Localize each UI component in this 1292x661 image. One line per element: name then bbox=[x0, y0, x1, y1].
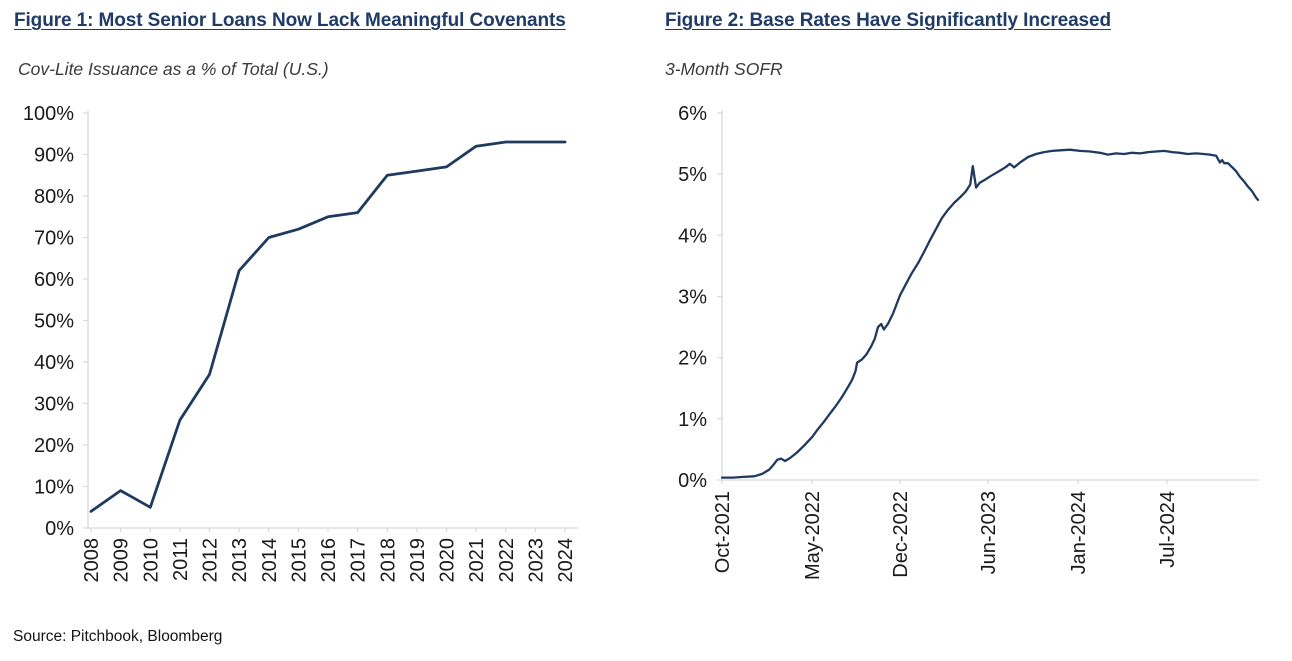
figure2-y-tick-label: 5% bbox=[678, 164, 707, 186]
figure2-x-tick-label: Dec-2022 bbox=[890, 491, 912, 578]
figure1-y-tick-label: 10% bbox=[34, 477, 74, 499]
figure1-x-tick-label: 2020 bbox=[437, 538, 459, 583]
figure2-y-tick-label: 3% bbox=[678, 287, 707, 309]
figure2-y-tick-label: 0% bbox=[678, 470, 707, 492]
figure2-x-tick-label: Oct-2021 bbox=[712, 491, 734, 573]
figure1-x-tick-label: 2018 bbox=[377, 538, 399, 583]
figure2-x-tick-label: Jan-2024 bbox=[1068, 491, 1090, 574]
figure1-title-link[interactable]: Figure 1: Most Senior Loans Now Lack Mea… bbox=[14, 10, 566, 31]
figure1-y-tick-label: 60% bbox=[34, 269, 74, 291]
figure2-title-link[interactable]: Figure 2: Base Rates Have Significantly … bbox=[665, 10, 1111, 31]
figure2-axis-subtitle: 3-Month SOFR bbox=[665, 59, 783, 79]
figure1-y-tick-label: 20% bbox=[34, 435, 74, 457]
figure1-x-tick-label: 2015 bbox=[288, 538, 310, 583]
figure1-x-tick-label: 2012 bbox=[200, 538, 222, 583]
figure1-plot: 0% 10% 20% 30% 40% 50% 60% 70% 80% 90% 100% 2008 200… bbox=[23, 103, 578, 583]
figure1-y-tick-label: 50% bbox=[34, 311, 74, 333]
figure1-x-tick-label: 2023 bbox=[525, 538, 547, 583]
figure1-y-tick-label: 70% bbox=[34, 228, 74, 250]
figure1-series-line bbox=[89, 140, 567, 513]
figure1-y-tick-label: 80% bbox=[34, 186, 74, 208]
figure1-x-tick-label: 2017 bbox=[348, 538, 370, 583]
source-note: Source: Pitchbook, Bloomberg bbox=[13, 628, 223, 645]
figure1-y-tick-label: 40% bbox=[34, 352, 74, 374]
figure2-x-tick-label: Jul-2024 bbox=[1157, 491, 1179, 568]
figure1-x-tick-label: 2014 bbox=[259, 538, 281, 583]
figure2-x-tick-label: May-2022 bbox=[802, 491, 824, 580]
figure1-y-tick-label: 0% bbox=[45, 518, 74, 540]
figure2-y-tick-label: 2% bbox=[678, 348, 707, 370]
figure1-x-tick-label: 2008 bbox=[81, 538, 103, 583]
figure2-y-tick-label: 6% bbox=[678, 103, 707, 125]
figure2-y-tick-label: 4% bbox=[678, 225, 707, 247]
figure1-x-tick-label: 2016 bbox=[318, 538, 340, 583]
figure1-x-tick-label: 2013 bbox=[229, 538, 251, 583]
figure1-y-tick-label: 90% bbox=[34, 145, 74, 167]
figure2-y-tick-label: 1% bbox=[678, 409, 707, 431]
figure1-x-tick-label: 2011 bbox=[170, 538, 192, 581]
figure1-x-tick-label: 2024 bbox=[555, 538, 577, 583]
figure1-y-tick-label: 100% bbox=[23, 103, 74, 125]
figure1-x-tick-label: 2009 bbox=[111, 538, 133, 583]
figure1-x-tick-label: 2021 bbox=[466, 538, 488, 583]
figure1-x-tick-label: 2022 bbox=[496, 538, 518, 583]
figure2-x-tick-label: Jun-2023 bbox=[978, 491, 1000, 574]
figure1-x-tick-label: 2019 bbox=[407, 538, 429, 583]
figure1-x-tick-label: 2010 bbox=[140, 538, 162, 583]
figure1-axis-subtitle: Cov-Lite Issuance as a % of Total (U.S.) bbox=[18, 59, 329, 79]
figure1-y-tick-label: 30% bbox=[34, 394, 74, 416]
figure2-series-line bbox=[720, 148, 1260, 479]
figure2-plot: 0% 1% 2% 3% 4% 5% 6% Oct-2021 May-2022 Dec-2022 Ju… bbox=[678, 103, 1260, 580]
